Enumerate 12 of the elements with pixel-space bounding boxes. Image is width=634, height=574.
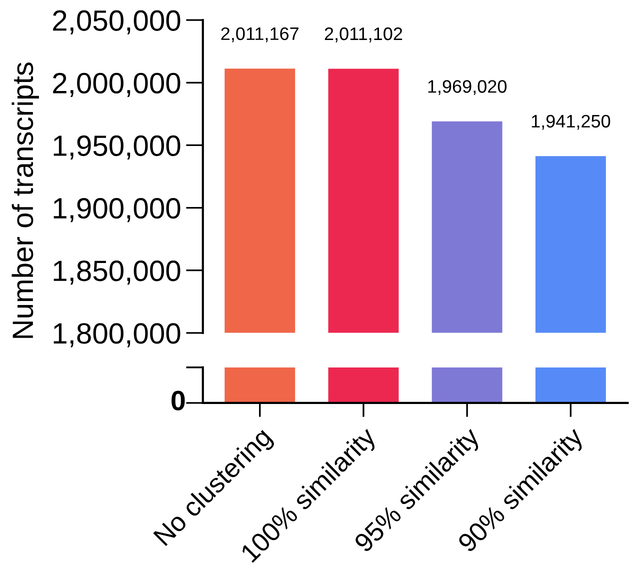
y-tick-label: 1,900,000 — [54, 198, 180, 222]
text: 0 — [172, 390, 185, 410]
y-tick-label: 1,950,000 — [54, 135, 180, 160]
y-tick-label: 1,800,000 — [54, 323, 180, 348]
y-axis-title: Number of transcripts — [12, 62, 39, 338]
y-tick-label: 2,050,000 — [53, 10, 180, 34]
y-tick-label: 2,000,000 — [53, 72, 180, 97]
y-tick-label: 1,850,000 — [54, 260, 180, 285]
data-label: 2,011,102 — [324, 27, 402, 42]
data-label: 1,969,020 — [428, 80, 507, 95]
data-label: 2,011,167 — [221, 27, 298, 42]
data-label: 1,941,250 — [532, 114, 610, 130]
